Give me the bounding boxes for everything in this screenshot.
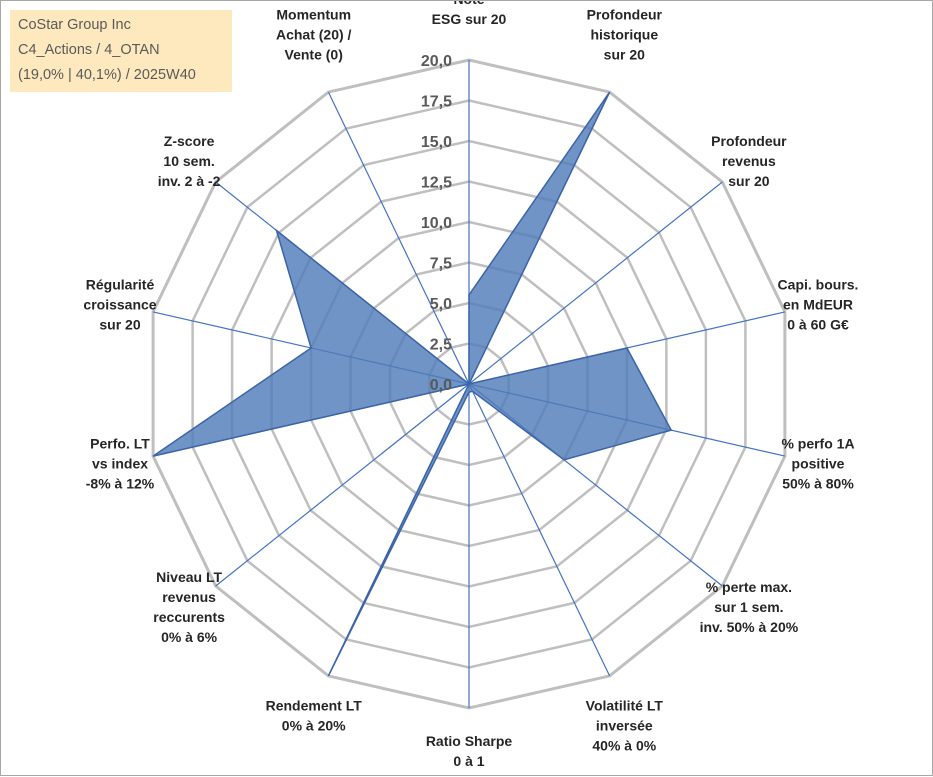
axis-label: Profondeur revenus sur 20	[711, 133, 787, 189]
tick-label: 10,0	[421, 215, 452, 232]
axis-label: Niveau LT revenus reccurents 0% à 6%	[153, 569, 225, 645]
axis-label-line: sur 20	[604, 47, 645, 63]
axis-label-line: Achat (20) /	[276, 27, 352, 43]
axis-spoke	[468, 181, 723, 385]
details-label: (19,0% | 40,1%) / 2025W40	[18, 67, 196, 83]
axis-label-line: Ratio Sharpe	[426, 733, 513, 749]
axis-label-line: inv. 50% à 20%	[700, 619, 799, 635]
radar-axis-labels: Note ESG sur 20 Profondeur historique sur 20…	[83, 1, 858, 769]
axis-label: Z-score 10 sem. inv. 2 à -2	[158, 133, 221, 189]
axis-label: Profondeur historique sur 20	[587, 7, 663, 63]
axis-label: Régularité croissance sur 20	[83, 276, 156, 332]
axis-label: Ratio Sharpe 0 à 1	[426, 733, 513, 769]
axis-label-line: en MdEUR	[783, 296, 853, 312]
axis-label: Perfo. LT vs index -8% à 12%	[86, 436, 155, 492]
axis-label-line: 0% à 20%	[282, 718, 346, 734]
axis-label-line: positive	[792, 456, 845, 472]
axis-label-line: Régularité	[86, 276, 155, 292]
axis-label: Rendement LT 0% à 20%	[266, 698, 363, 734]
axis-spoke	[327, 91, 470, 385]
chart-title-box: CoStar Group Inc C4_Actions / 4_OTAN (19…	[10, 10, 232, 92]
tick-label: 20,0	[421, 53, 452, 70]
axis-spoke	[215, 383, 470, 587]
axis-label-line: vs index	[92, 456, 148, 472]
axis-label-line: reccurents	[153, 609, 225, 625]
axis-label: Capi. bours. en MdEUR 0 à 60 G€	[778, 276, 859, 332]
axis-label-line: sur 20	[99, 316, 140, 332]
tick-label: 2,5	[430, 337, 452, 354]
axis-label: % perte max. sur 1 sem. inv. 50% à 20%	[700, 579, 799, 635]
axis-label-line: Profondeur	[587, 7, 663, 23]
axis-label-line: 0 à 60 G€	[787, 316, 849, 332]
axis-label-line: % perfo 1A	[781, 436, 854, 452]
axis-label-line: croissance	[83, 296, 156, 312]
axis-label: % perfo 1A positive 50% à 80%	[781, 436, 854, 492]
axis-label-line: 0% à 6%	[161, 629, 218, 645]
axis-label-line: Niveau LT	[156, 569, 222, 585]
company-name: CoStar Group Inc	[18, 17, 131, 33]
tick-label: 0,0	[430, 377, 452, 394]
tick-label: 17,5	[421, 94, 452, 111]
axis-label-line: Volatilité LT	[586, 698, 664, 714]
axis-label-line: inversée	[596, 718, 653, 734]
axis-label-line: 10 sem.	[163, 153, 214, 169]
axis-label-line: Momentum	[276, 7, 351, 23]
tick-label: 7,5	[430, 256, 452, 273]
axis-label-line: Vente (0)	[285, 47, 343, 63]
axis-label-line: Rendement LT	[266, 698, 363, 714]
axis-label-line: -8% à 12%	[86, 476, 155, 492]
axis-label: Momentum Achat (20) / Vente (0)	[276, 7, 352, 63]
axis-label-line: historique	[590, 27, 658, 43]
axis-label-line: revenus	[162, 589, 216, 605]
axis-label-line: Profondeur	[711, 133, 787, 149]
axis-label-line: sur 1 sem.	[714, 599, 783, 615]
axis-label-line: revenus	[722, 153, 776, 169]
axis-label-line: inv. 2 à -2	[158, 173, 221, 189]
tick-label: 15,0	[421, 134, 452, 151]
axis-label-line: Capi. bours.	[778, 276, 859, 292]
axis-label-line: Note	[453, 1, 484, 7]
axis-label-line: % perte max.	[706, 579, 792, 595]
axis-label: Volatilité LT inversée 40% à 0%	[586, 698, 664, 754]
radar-tick-labels: 0,0 2,5 5,0 7,5 10,0 12,5 15,0 17,5 20,0	[421, 53, 452, 394]
tick-label: 12,5	[421, 175, 452, 192]
series-area	[152, 91, 673, 677]
axis-spoke	[468, 383, 611, 677]
axis-label-line: Perfo. LT	[90, 436, 150, 452]
tick-label: 5,0	[430, 296, 452, 313]
axis-label-line: 0 à 1	[453, 753, 484, 769]
axis-label: Note ESG sur 20	[432, 1, 507, 27]
radar-series	[152, 91, 673, 677]
axis-label-line: 50% à 80%	[782, 476, 854, 492]
axis-label-line: Z-score	[164, 133, 215, 149]
category-label: C4_Actions / 4_OTAN	[18, 42, 160, 58]
axis-label-line: sur 20	[728, 173, 769, 189]
axis-label-line: ESG sur 20	[432, 11, 507, 27]
axis-label-line: 40% à 0%	[592, 738, 656, 754]
